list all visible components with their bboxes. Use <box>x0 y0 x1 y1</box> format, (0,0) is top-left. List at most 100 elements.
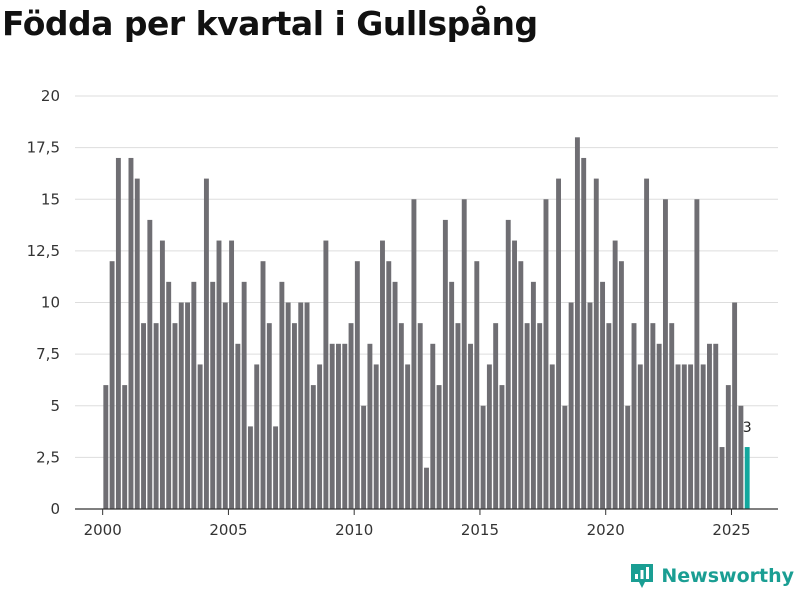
bar <box>468 343 473 509</box>
bar <box>241 281 247 509</box>
bar <box>562 405 568 509</box>
bar <box>411 199 417 509</box>
y-tick-label: 0 <box>50 500 60 518</box>
bar <box>191 281 197 509</box>
bar <box>449 281 455 509</box>
bar <box>247 426 253 509</box>
bar <box>681 364 687 509</box>
bar <box>166 281 172 509</box>
brand-name: Newsworthy <box>661 565 794 587</box>
bar <box>644 178 650 509</box>
bar <box>222 302 228 509</box>
y-tick-label: 5 <box>50 397 60 415</box>
bar <box>505 219 511 509</box>
bars <box>103 137 750 510</box>
bar <box>524 323 530 509</box>
x-tick-label: 2020 <box>587 521 625 539</box>
bar <box>455 323 461 509</box>
bar <box>153 323 159 509</box>
bar <box>637 364 643 509</box>
bar <box>329 343 335 509</box>
bar <box>229 240 235 510</box>
y-tick-label: 20 <box>41 87 60 105</box>
x-tick-label: 2025 <box>712 521 750 539</box>
bar <box>593 178 599 509</box>
bar <box>172 323 178 509</box>
bar <box>254 364 260 509</box>
bar <box>669 323 675 509</box>
bar <box>134 178 140 509</box>
x-tick-label: 2015 <box>461 521 499 539</box>
bar <box>556 178 562 509</box>
bar <box>574 137 580 510</box>
bar <box>128 157 134 509</box>
bar <box>480 405 486 509</box>
bar <box>424 467 429 509</box>
bar <box>361 405 367 509</box>
bar <box>317 364 323 509</box>
y-tick-label: 17,5 <box>27 139 60 157</box>
bar <box>612 240 618 510</box>
y-tick-label: 2,5 <box>36 448 60 466</box>
bar <box>512 240 517 510</box>
bar <box>291 323 297 509</box>
bar-latest <box>744 447 750 509</box>
bar <box>631 323 637 509</box>
bar <box>216 240 222 510</box>
bar <box>530 281 536 509</box>
data-labels: 3 <box>743 420 752 436</box>
bar <box>732 302 738 509</box>
bar <box>725 385 731 509</box>
x-tick-label: 2010 <box>335 521 373 539</box>
bar <box>518 261 524 509</box>
bar <box>203 178 209 509</box>
bar <box>260 261 266 509</box>
bar <box>103 385 109 509</box>
bar <box>493 323 499 509</box>
bar <box>430 343 436 509</box>
bar <box>417 323 423 509</box>
y-tick-label: 12,5 <box>27 242 60 260</box>
bar <box>310 385 316 509</box>
bar <box>618 261 624 509</box>
bar <box>656 343 662 509</box>
chart-title: Födda per kvartal i Gullspång <box>2 4 538 43</box>
bar <box>141 323 146 509</box>
bar <box>185 302 191 509</box>
bar <box>159 240 165 510</box>
bar <box>323 240 329 510</box>
bar <box>115 157 121 509</box>
bar <box>273 426 279 509</box>
latest-value-label: 3 <box>743 420 752 436</box>
bar <box>707 343 712 509</box>
bar <box>373 364 379 509</box>
bar <box>392 281 398 509</box>
bar <box>304 302 310 509</box>
bar <box>109 261 115 509</box>
bar <box>405 364 411 509</box>
bar <box>354 261 360 509</box>
bar <box>342 343 348 509</box>
x-axis: 2000 2005 2010 2015 2020 2025 <box>75 508 778 539</box>
bar <box>178 302 184 509</box>
bar <box>285 302 291 509</box>
bar <box>738 405 744 509</box>
bar <box>197 364 203 509</box>
y-tick-label: 7,5 <box>36 345 60 363</box>
bar <box>568 302 574 509</box>
bar <box>436 385 442 509</box>
bar <box>719 447 725 509</box>
y-axis-labels: 0 2,5 5 7,5 10 12,5 15 17,5 20 <box>27 87 60 518</box>
y-tick-label: 10 <box>41 294 60 312</box>
bar <box>499 385 505 509</box>
bar <box>675 364 681 509</box>
bar <box>486 364 492 509</box>
x-tick-label: 2005 <box>209 521 247 539</box>
bar <box>650 323 656 509</box>
bar <box>386 261 392 509</box>
bar <box>581 157 587 509</box>
newsworthy-icon <box>631 564 654 588</box>
bar <box>210 281 216 509</box>
bar <box>662 199 668 509</box>
